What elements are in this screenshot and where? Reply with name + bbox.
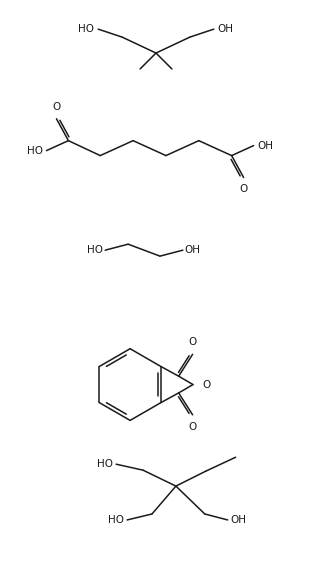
- Text: O: O: [188, 337, 197, 347]
- Text: O: O: [188, 422, 197, 432]
- Text: O: O: [52, 102, 61, 112]
- Text: HO: HO: [26, 146, 43, 156]
- Text: HO: HO: [87, 245, 103, 255]
- Text: HO: HO: [108, 515, 124, 525]
- Text: OH: OH: [258, 141, 274, 150]
- Text: HO: HO: [78, 24, 94, 34]
- Text: HO: HO: [97, 459, 113, 469]
- Text: OH: OH: [218, 24, 234, 34]
- Text: OH: OH: [185, 245, 201, 255]
- Text: O: O: [202, 380, 210, 390]
- Text: OH: OH: [231, 515, 247, 525]
- Text: O: O: [239, 184, 248, 194]
